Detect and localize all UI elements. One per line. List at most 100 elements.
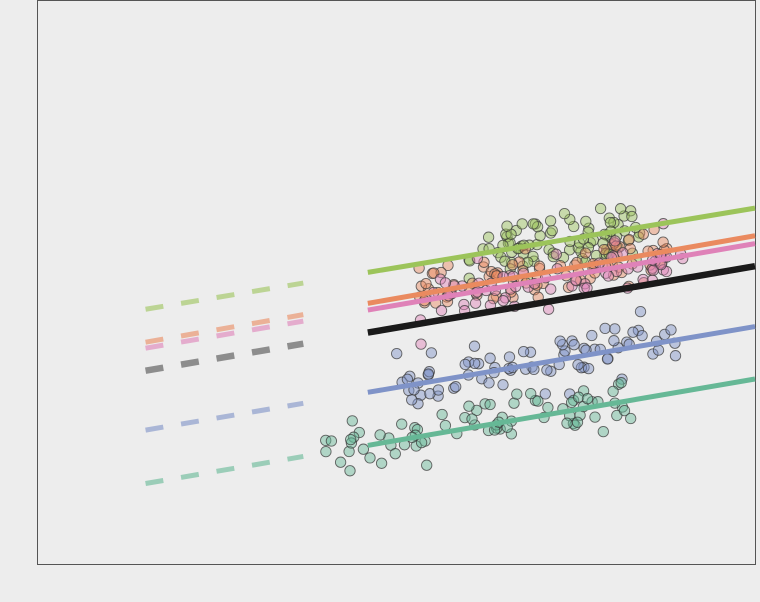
data-point xyxy=(579,247,592,259)
series-2-dashed xyxy=(145,312,304,345)
series-1-dashed xyxy=(145,280,304,312)
data-point xyxy=(618,404,631,417)
data-point xyxy=(589,411,601,423)
data-point xyxy=(604,216,617,229)
data-point xyxy=(541,364,553,376)
series-3-line xyxy=(367,241,756,313)
data-point xyxy=(599,322,611,335)
data-point xyxy=(545,283,557,295)
data-point xyxy=(320,434,332,447)
data-point xyxy=(602,270,615,282)
data-point xyxy=(609,323,621,335)
data-point xyxy=(582,242,595,254)
data-point xyxy=(344,465,356,477)
data-point xyxy=(343,445,355,458)
data-point xyxy=(406,394,418,406)
data-point xyxy=(484,398,496,411)
data-point xyxy=(669,350,682,362)
data-point xyxy=(571,416,584,428)
data-point xyxy=(484,352,496,364)
data-point xyxy=(483,377,495,389)
data-point xyxy=(572,359,584,371)
series-5-line xyxy=(367,376,756,448)
data-point xyxy=(448,382,460,394)
data-point xyxy=(609,235,621,247)
data-point xyxy=(375,457,388,469)
data-point xyxy=(572,391,585,403)
data-point xyxy=(501,220,513,232)
data-point xyxy=(534,230,546,242)
data-point xyxy=(463,400,475,412)
data-point xyxy=(516,218,528,230)
average-dashed xyxy=(145,340,304,374)
series-4-dashed xyxy=(145,400,304,433)
data-point xyxy=(469,357,481,370)
data-point xyxy=(320,445,332,458)
data-point xyxy=(525,387,537,400)
data-point xyxy=(542,303,555,315)
data-point xyxy=(615,377,627,389)
data-point xyxy=(614,203,627,215)
data-point xyxy=(566,280,578,292)
data-point xyxy=(561,417,573,429)
data-point xyxy=(478,256,490,268)
data-point xyxy=(601,353,614,365)
data-point xyxy=(539,388,551,400)
average-line xyxy=(367,263,756,336)
data-point xyxy=(505,428,518,440)
data-point xyxy=(412,398,424,410)
data-point xyxy=(608,335,620,347)
data-point xyxy=(527,218,539,230)
data-point xyxy=(554,335,566,347)
data-point xyxy=(497,379,509,391)
scatter-points xyxy=(320,202,689,477)
data-point xyxy=(544,215,557,227)
series-2-line xyxy=(367,233,756,306)
data-point xyxy=(550,248,562,260)
data-point xyxy=(532,395,544,407)
data-point xyxy=(542,401,554,414)
data-point xyxy=(626,210,638,223)
data-point xyxy=(482,231,495,243)
data-point xyxy=(558,207,571,220)
data-point xyxy=(346,415,358,427)
data-point xyxy=(357,443,370,455)
data-point xyxy=(421,459,433,471)
data-point xyxy=(436,408,448,421)
plot-frame xyxy=(37,0,756,565)
data-point xyxy=(623,233,635,246)
data-point xyxy=(627,326,639,338)
data-point xyxy=(634,305,647,318)
data-point xyxy=(647,348,659,360)
data-point xyxy=(511,388,523,400)
data-point xyxy=(506,259,519,271)
data-point xyxy=(439,277,452,289)
data-point xyxy=(580,215,592,228)
data-point xyxy=(568,220,580,233)
data-point xyxy=(345,433,357,446)
data-point xyxy=(459,358,471,371)
data-point xyxy=(625,412,637,425)
data-point xyxy=(582,362,595,375)
data-point xyxy=(469,297,482,309)
data-point xyxy=(364,452,376,464)
data-point xyxy=(559,345,571,357)
data-point xyxy=(603,212,615,224)
data-point xyxy=(637,228,649,240)
data-point xyxy=(533,260,546,272)
data-point xyxy=(546,224,558,237)
series-3-dashed xyxy=(145,318,304,351)
data-point xyxy=(334,456,347,468)
data-point xyxy=(472,358,485,370)
data-point xyxy=(652,344,665,356)
regression-lines xyxy=(367,205,756,448)
data-point xyxy=(608,216,620,229)
data-point xyxy=(568,339,580,351)
data-point xyxy=(466,413,478,425)
series-1-line xyxy=(367,205,756,275)
series-4-line xyxy=(367,324,756,395)
data-point xyxy=(396,418,408,430)
data-point xyxy=(432,384,445,396)
extrapolation-lines xyxy=(145,280,304,486)
